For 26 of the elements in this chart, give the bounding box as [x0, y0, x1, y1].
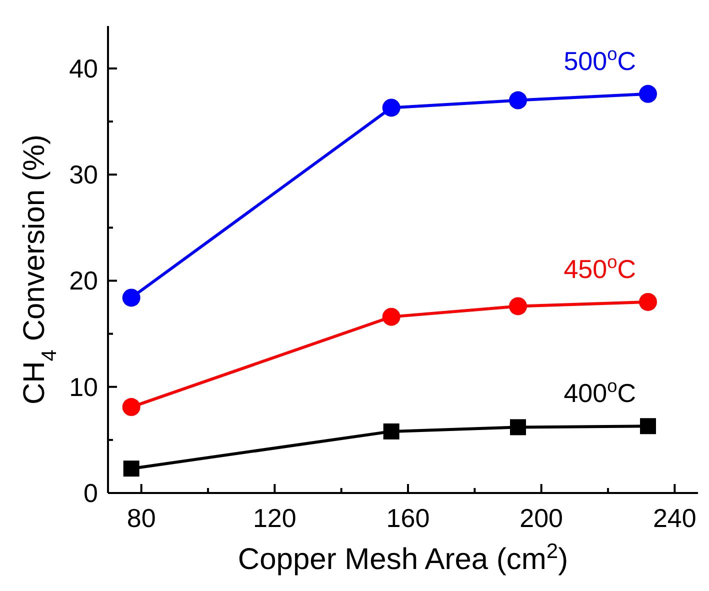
point — [510, 419, 526, 436]
point — [122, 398, 140, 416]
point — [123, 460, 140, 477]
point — [639, 84, 657, 103]
point — [382, 98, 400, 117]
point — [509, 91, 527, 110]
point — [640, 418, 656, 434]
point — [639, 292, 657, 311]
series-label: 450$^{o}$C — [564, 252, 636, 284]
y-tick-label: 0 — [84, 478, 98, 508]
y-tick-label: 20 — [69, 266, 98, 296]
point — [383, 423, 400, 440]
series-label: 400$^{o}$C — [564, 376, 636, 408]
x-tick-label: 160 — [386, 503, 430, 533]
series-label: 500$^{o}$C — [564, 44, 636, 76]
x-axis-title: Copper Mesh Area (cm$^{2}$) — [238, 540, 568, 576]
point — [122, 288, 140, 307]
y-tick-label: 10 — [69, 372, 98, 402]
point — [382, 308, 400, 326]
y-tick-label: 40 — [69, 53, 98, 84]
y-tick-label: 30 — [69, 160, 98, 190]
point — [509, 297, 527, 316]
x-tick-label: 80 — [126, 503, 156, 533]
x-tick-label: 120 — [252, 503, 296, 533]
x-tick-label: 200 — [520, 503, 564, 533]
x-tick-label: 240 — [652, 503, 696, 533]
